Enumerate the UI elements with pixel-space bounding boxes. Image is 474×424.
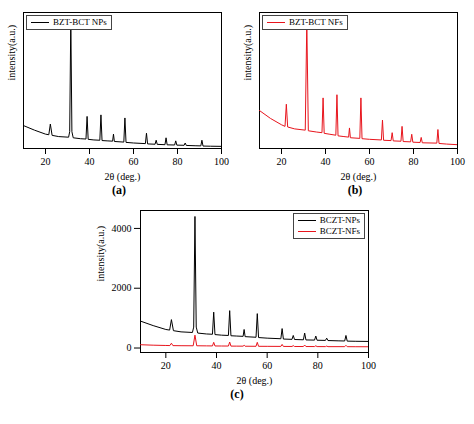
svg-text:2θ (deg.): 2θ (deg.) xyxy=(341,171,377,183)
svg-text:60: 60 xyxy=(365,156,375,167)
svg-text:20: 20 xyxy=(161,360,171,371)
svg-text:80: 80 xyxy=(313,360,323,371)
html-text:BZT-BCT NPs: BZT-BCT NPs xyxy=(53,17,107,27)
svg-text:20: 20 xyxy=(41,156,51,167)
svg-text:60: 60 xyxy=(129,156,139,167)
svg-text:100: 100 xyxy=(214,156,229,167)
svg-text:80: 80 xyxy=(173,156,183,167)
html-text:(b): (b) xyxy=(347,183,363,197)
svg-text:2θ (deg.): 2θ (deg.) xyxy=(237,375,273,387)
svg-text:100: 100 xyxy=(450,156,465,167)
svg-text:40: 40 xyxy=(85,156,95,167)
svg-text:100: 100 xyxy=(361,360,376,371)
svg-text:2θ (deg.): 2θ (deg.) xyxy=(105,171,141,183)
svg-text:4000: 4000 xyxy=(112,223,132,234)
html-text:(a): (a) xyxy=(112,183,126,197)
html-text:(c): (c) xyxy=(230,387,244,401)
svg-text:0: 0 xyxy=(127,342,132,353)
svg-text:intensity(a.u.): intensity(a.u.) xyxy=(6,25,18,81)
svg-text:20: 20 xyxy=(277,156,287,167)
svg-text:intensity(a.u.): intensity(a.u.) xyxy=(242,25,254,81)
html-text:BZT-BCT NFs: BZT-BCT NFs xyxy=(289,17,343,27)
svg-text:40: 40 xyxy=(212,360,222,371)
svg-text:intensity(a.u.): intensity(a.u.) xyxy=(95,226,107,282)
html-text:BCZT-NFs: BCZT-NFs xyxy=(319,226,360,236)
svg-text:80: 80 xyxy=(409,156,419,167)
html-text:BCZT-NPs: BCZT-NPs xyxy=(319,215,360,225)
svg-text:2000: 2000 xyxy=(112,282,132,293)
svg-text:40: 40 xyxy=(321,156,331,167)
svg-text:60: 60 xyxy=(262,360,272,371)
